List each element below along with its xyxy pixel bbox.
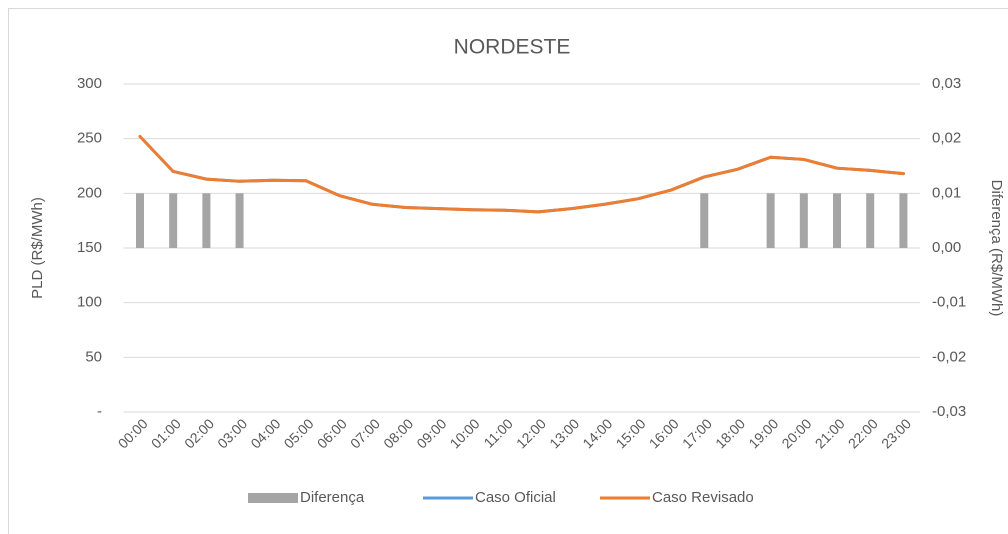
y2-tick-label: 0,03 [932, 75, 961, 92]
chart-title: NORDESTE [454, 36, 571, 59]
y-tick-label: 250 [77, 130, 102, 147]
y-tick-label: 150 [77, 239, 102, 256]
bar [866, 193, 875, 248]
bar [169, 193, 178, 248]
y2-tick-label: -0,03 [932, 403, 966, 420]
y2-tick-label: 0,02 [932, 130, 961, 147]
bar [899, 193, 908, 248]
y-tick-label: - [97, 403, 102, 420]
x-tick-label: 14:00 [579, 415, 615, 451]
y-axis-label: PLD (R$/MWh) [29, 197, 46, 299]
y2-tick-label: 0,00 [932, 239, 961, 256]
y2-tick-label: -0,02 [932, 348, 966, 365]
y2-axis-label: Diferença (R$/MWh) [988, 180, 1005, 317]
y-tick-label: 100 [77, 294, 102, 311]
bar [799, 193, 808, 248]
legend-label: Caso Oficial [475, 489, 556, 506]
legend-swatch [248, 493, 298, 503]
y2-tick-label: -0,01 [932, 294, 966, 311]
legend-label: Caso Revisado [652, 489, 754, 506]
line [138, 134, 905, 214]
x-tick-label: 19:00 [745, 415, 781, 451]
bar [235, 193, 244, 248]
y-tick-label: 200 [77, 184, 102, 201]
x-tick-label: 02:00 [181, 415, 217, 451]
x-tick-label: 10:00 [447, 415, 483, 451]
y2-tick-label: 0,01 [932, 184, 961, 201]
bar [700, 193, 709, 248]
x-tick-label: 17:00 [679, 415, 715, 451]
bar [202, 193, 211, 248]
x-tick-label: 15:00 [613, 415, 649, 451]
x-tick-label: 12:00 [513, 415, 549, 451]
y-tick-label: 300 [77, 75, 102, 92]
x-tick-label: 06:00 [314, 415, 350, 451]
x-tick-label: 05:00 [281, 415, 317, 451]
x-tick-label: 22:00 [845, 415, 881, 451]
x-tick-label: 04:00 [247, 415, 283, 451]
bar [135, 193, 144, 248]
x-tick-label: 08:00 [380, 415, 416, 451]
x-tick-label: 11:00 [480, 415, 516, 451]
bar [833, 193, 842, 248]
x-tick-label: 20:00 [778, 415, 814, 451]
bar [766, 193, 775, 248]
x-tick-label: 21:00 [812, 415, 848, 451]
legend-label: Diferença [300, 489, 365, 506]
line [138, 134, 905, 214]
x-tick-label: 03:00 [214, 415, 250, 451]
x-tick-label: 00:00 [115, 415, 151, 451]
x-tick-label: 01:00 [148, 415, 184, 451]
x-tick-label: 13:00 [546, 415, 582, 451]
y-tick-label: 50 [85, 348, 102, 365]
x-tick-label: 18:00 [712, 415, 748, 451]
x-tick-label: 16:00 [646, 415, 682, 451]
x-tick-label: 07:00 [347, 415, 383, 451]
x-tick-label: 09:00 [413, 415, 449, 451]
chart-border [8, 8, 1008, 534]
x-tick-label: 23:00 [878, 415, 914, 451]
